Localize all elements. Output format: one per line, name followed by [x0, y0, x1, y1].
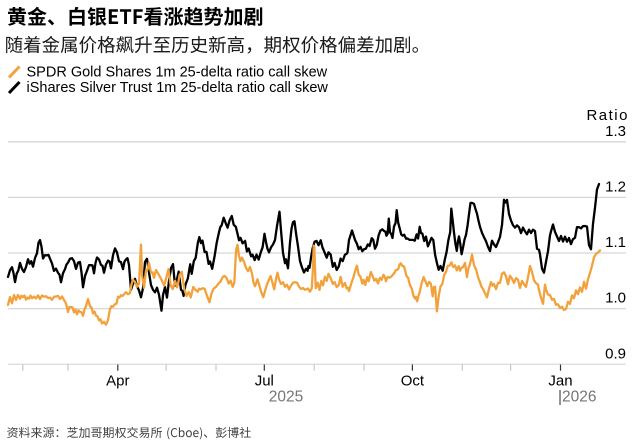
- svg-text:Apr: Apr: [106, 373, 129, 390]
- svg-text:1.0: 1.0: [605, 290, 626, 307]
- svg-text:0.9: 0.9: [605, 345, 626, 362]
- svg-text:iShares Silver Trust 1m 25-del: iShares Silver Trust 1m 25-delta ratio c…: [27, 80, 329, 96]
- svg-text:1.2: 1.2: [605, 179, 626, 196]
- svg-text:SPDR Gold Shares 1m 25-delta r: SPDR Gold Shares 1m 25-delta ratio call …: [27, 64, 328, 80]
- svg-text:Jan: Jan: [548, 373, 572, 390]
- svg-text:2025: 2025: [269, 389, 303, 406]
- svg-text:Ratio: Ratio: [586, 107, 629, 124]
- svg-text:1.1: 1.1: [605, 234, 626, 251]
- svg-text:1.3: 1.3: [605, 123, 626, 140]
- svg-text:Jul: Jul: [255, 373, 274, 390]
- svg-text:|2026: |2026: [558, 389, 597, 406]
- svg-text:Oct: Oct: [401, 373, 425, 390]
